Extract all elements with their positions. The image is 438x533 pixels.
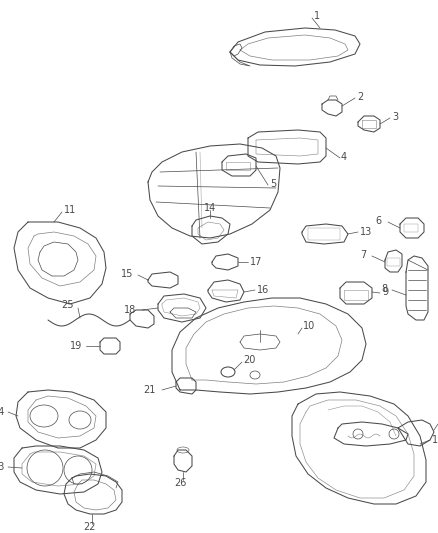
Text: 24: 24	[0, 407, 5, 417]
Text: 3: 3	[392, 112, 398, 122]
Text: 16: 16	[257, 285, 269, 295]
Text: 14: 14	[204, 203, 216, 213]
Text: 26: 26	[174, 478, 186, 488]
Text: 23: 23	[0, 462, 5, 472]
Text: 17: 17	[250, 257, 262, 267]
Text: 4: 4	[341, 152, 347, 162]
Text: 1: 1	[314, 11, 320, 21]
Text: 11: 11	[432, 435, 438, 445]
Text: 10: 10	[303, 321, 315, 331]
Text: 22: 22	[84, 522, 96, 532]
Text: 9: 9	[382, 287, 388, 297]
Text: 19: 19	[70, 341, 82, 351]
Text: 18: 18	[124, 305, 136, 315]
Text: 11: 11	[64, 205, 76, 215]
Text: 5: 5	[270, 179, 276, 189]
Text: 8: 8	[382, 284, 388, 294]
Text: 15: 15	[120, 269, 133, 279]
Text: 13: 13	[360, 227, 372, 237]
Text: 2: 2	[357, 92, 363, 102]
Text: 6: 6	[376, 216, 382, 226]
Text: 7: 7	[360, 250, 366, 260]
Text: 21: 21	[144, 385, 156, 395]
Text: 20: 20	[243, 355, 255, 365]
Text: 25: 25	[61, 300, 74, 310]
